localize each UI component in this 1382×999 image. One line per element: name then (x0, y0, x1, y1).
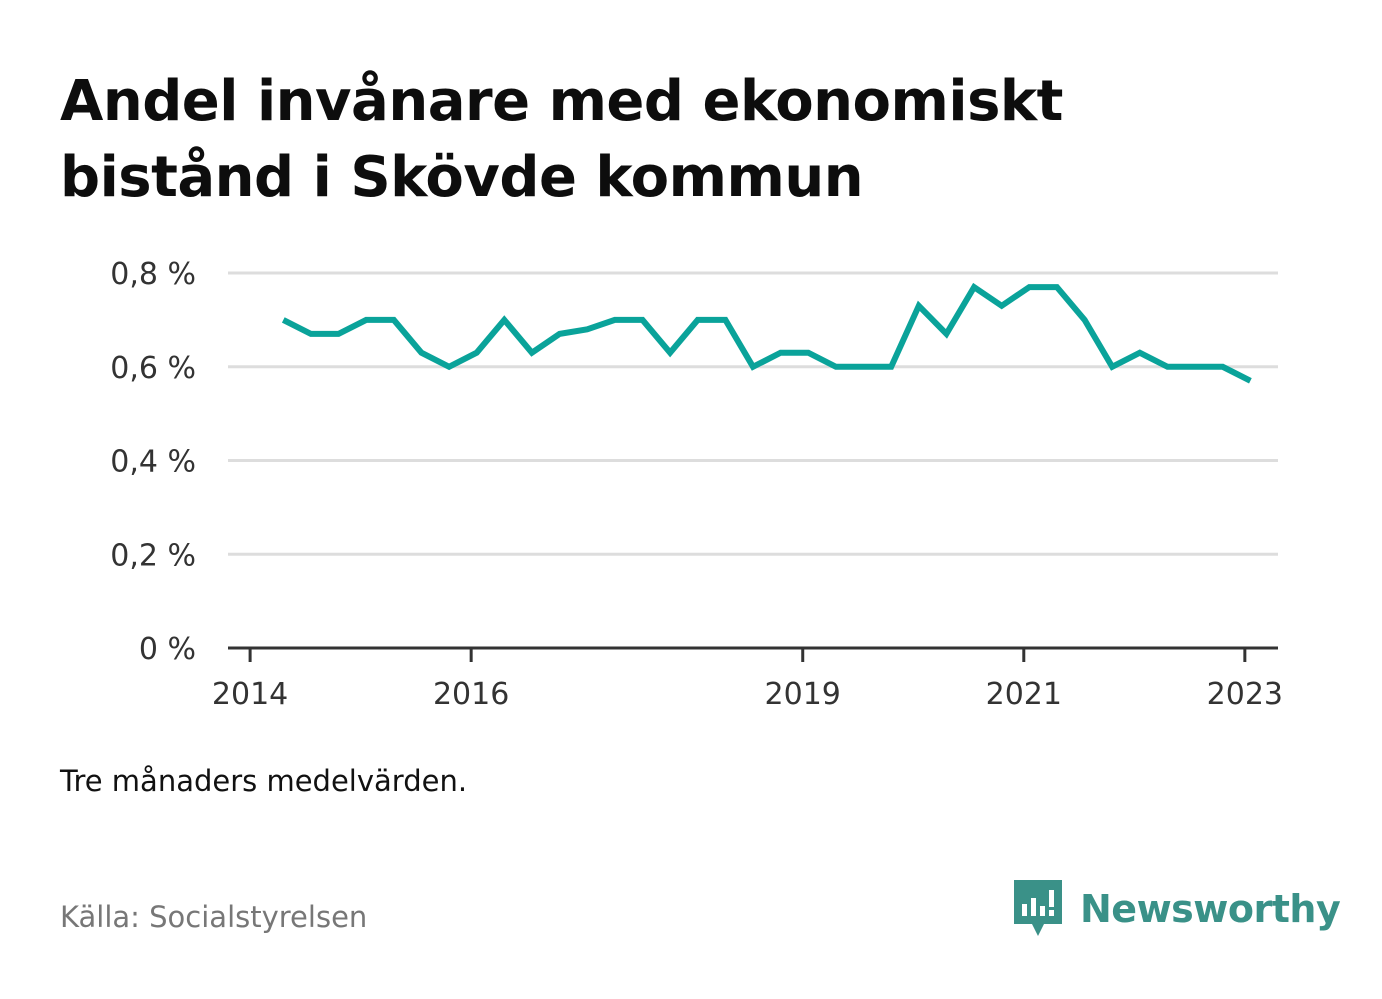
brand-logo[interactable]: Newsworthy (1010, 878, 1341, 940)
line-chart: 0 % 0,2 % 0,4 % 0,6 % 0,8 % 2014 2016 2019 2021… (110, 257, 1283, 712)
x-tick-label: 2021 (986, 677, 1062, 712)
x-tick-label: 2023 (1207, 677, 1283, 712)
brand-name: Newsworthy (1080, 887, 1341, 931)
x-axis (228, 646, 1278, 662)
x-tick-label: 2014 (212, 677, 288, 712)
chart-note: Tre månaders medelvärden. (60, 764, 468, 798)
gridlines (228, 271, 1278, 556)
y-tick-label: 0,8 % (110, 257, 196, 292)
newsworthy-logo-icon (1014, 880, 1062, 936)
y-tick-label: 0,2 % (110, 538, 196, 573)
y-axis-labels: 0 % 0,2 % 0,4 % 0,6 % 0,8 % (110, 257, 196, 667)
chart-title: Andel invånare med ekonomiskt bistånd i … (60, 69, 1063, 210)
y-tick-label: 0,6 % (110, 351, 196, 386)
y-tick-label: 0,4 % (110, 445, 196, 480)
x-tick-label: 2019 (765, 677, 841, 712)
x-axis-labels: 2014 2016 2019 2021 2023 (212, 677, 1283, 712)
y-tick-label: 0 % (139, 632, 196, 667)
x-tick-label: 2016 (433, 677, 509, 712)
source-credit: Källa: Socialstyrelsen (60, 900, 368, 934)
series-line (281, 282, 1252, 384)
series (281, 282, 1252, 384)
